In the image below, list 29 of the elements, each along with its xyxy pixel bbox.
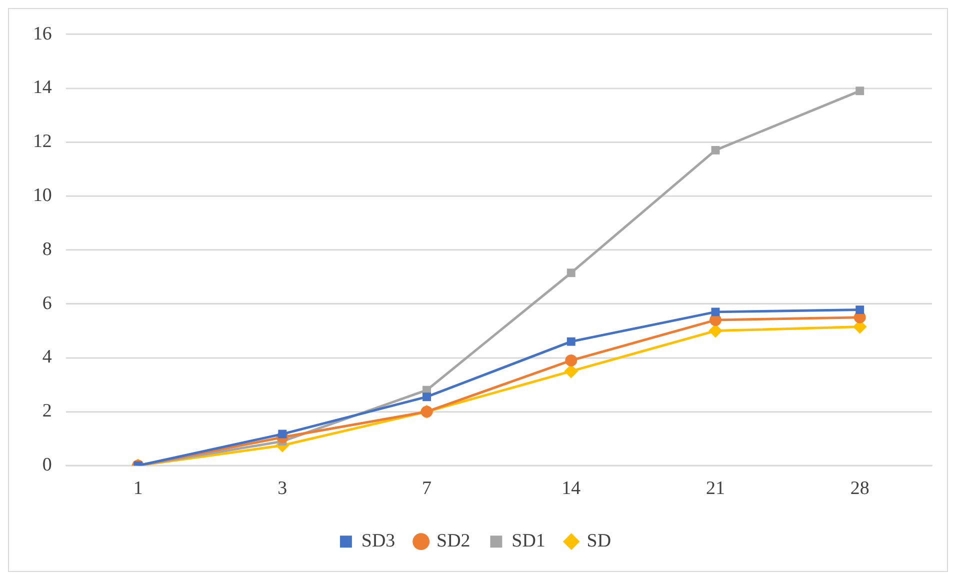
legend-label: SD2: [436, 530, 470, 552]
point: [565, 354, 578, 366]
point: [711, 308, 720, 316]
y-tick-label: 0: [42, 454, 52, 476]
x-tick-label: 1: [133, 478, 143, 499]
y-tick-label: 14: [32, 77, 52, 98]
x-tick-label: 21: [706, 478, 725, 499]
x-tick-label: 7: [422, 478, 432, 499]
x-tick-label: 14: [562, 478, 582, 499]
point: [856, 86, 864, 96]
point: [856, 306, 864, 314]
legend-label: SD3: [361, 530, 396, 552]
point: [711, 146, 720, 154]
x-tick-label: 28: [850, 478, 870, 499]
x-tick-label: 3: [278, 478, 288, 499]
y-tick-label: 6: [42, 292, 52, 314]
point: [564, 364, 578, 378]
y-tick-label: 8: [42, 238, 52, 260]
legend-label: SD: [586, 530, 612, 552]
y-tick-label: 4: [42, 346, 52, 368]
y-tick-label: 10: [32, 185, 52, 206]
point: [422, 392, 432, 402]
point: [566, 268, 576, 278]
y-tick-label: 16: [32, 23, 52, 44]
point: [566, 337, 576, 346]
y-tick-label: 2: [42, 400, 52, 422]
y-tick-label: 12: [32, 131, 52, 152]
point: [708, 324, 722, 338]
legend-label: SD1: [512, 530, 546, 552]
